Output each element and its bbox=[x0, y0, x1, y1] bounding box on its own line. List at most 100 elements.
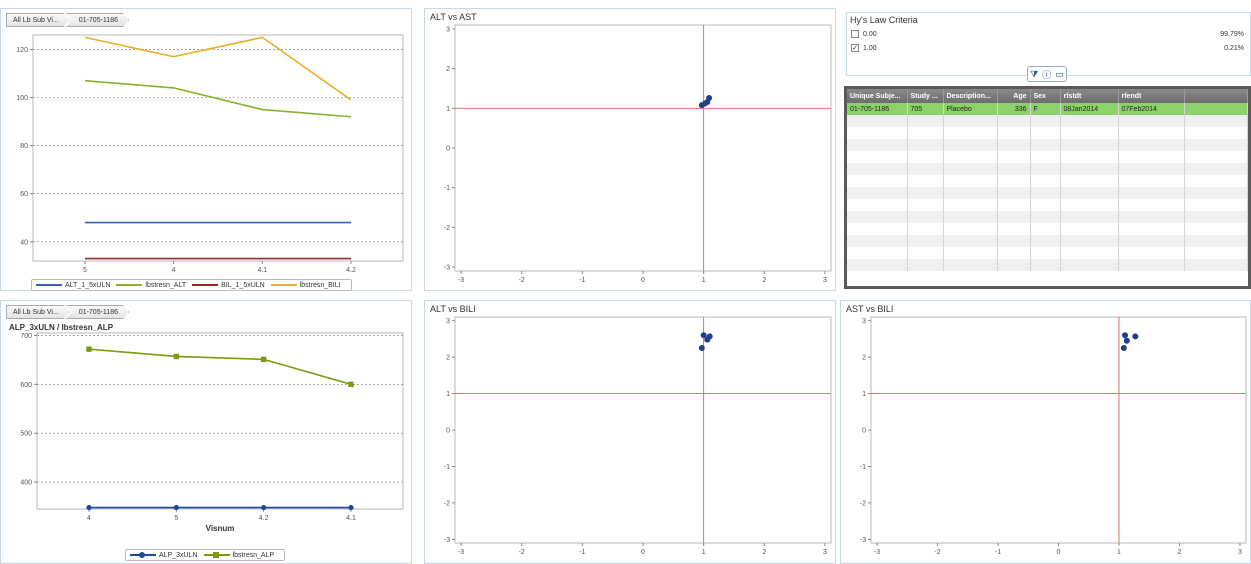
table-row bbox=[847, 235, 1248, 247]
alt-vs-bili-panel: ALT vs BILI -3 -2 -1 0 1 2 3 -3 -2 -1 0 1 2 3 bbox=[424, 300, 836, 564]
table-body: 01-705-1186 705 Placebo 336 F 08Jan2014 07Feb2… bbox=[847, 103, 1248, 271]
subject-table-panel: Unique Subje... Study ... Description... Ag… bbox=[844, 86, 1251, 289]
column-header[interactable]: rfendt bbox=[1118, 89, 1185, 103]
table-row bbox=[847, 151, 1248, 163]
y-tick-label: -3 bbox=[444, 265, 450, 272]
y-tick-label: 700 bbox=[20, 333, 32, 340]
y-tick-label: 3 bbox=[446, 26, 450, 33]
table-cell bbox=[1060, 211, 1119, 223]
x-tick-label: 0 bbox=[641, 549, 645, 556]
table-cell bbox=[943, 163, 998, 175]
table-cell bbox=[997, 151, 1031, 163]
x-tick-label: 4 bbox=[87, 515, 91, 522]
y-tick-label: 3 bbox=[446, 318, 450, 325]
table-cell bbox=[1060, 259, 1119, 271]
table-cell bbox=[943, 187, 998, 199]
table-cell bbox=[847, 151, 908, 163]
table-cell bbox=[1060, 139, 1119, 151]
criteria-row-1[interactable]: ✓ 1.00 0.21% bbox=[851, 43, 1244, 53]
y-tick-label: -2 bbox=[444, 500, 450, 507]
breadcrumb-item-all[interactable]: All Lb Sub Vi... bbox=[6, 13, 70, 27]
plot-frame bbox=[454, 316, 832, 544]
table-cell bbox=[1118, 223, 1185, 235]
x-tick-label: 2 bbox=[1178, 549, 1182, 556]
table-cell bbox=[1118, 199, 1185, 211]
column-header[interactable]: Age bbox=[997, 89, 1031, 103]
plot-frame bbox=[870, 316, 1247, 544]
table-cell bbox=[1184, 127, 1248, 139]
y-tick-label: -2 bbox=[444, 225, 450, 232]
table-cell bbox=[1030, 163, 1061, 175]
table-cell bbox=[1030, 139, 1061, 151]
breadcrumb-item-all-bottom[interactable]: All Lb Sub Vi... bbox=[6, 305, 70, 319]
table-cell bbox=[1184, 223, 1248, 235]
table-row bbox=[847, 139, 1248, 151]
info-icon[interactable]: ⓘ bbox=[1042, 69, 1052, 80]
y-tick-label: 1 bbox=[446, 106, 450, 113]
x-tick-label: 3 bbox=[823, 277, 827, 284]
column-header[interactable] bbox=[1184, 89, 1248, 103]
ast-vs-bili-scatter: -3 -2 -1 0 1 2 3 -3 -2 -1 0 1 2 3 bbox=[860, 316, 1247, 556]
table-cell bbox=[1184, 199, 1248, 211]
table-cell bbox=[1184, 259, 1248, 271]
table-cell bbox=[1184, 163, 1248, 175]
x-tick-label: -1 bbox=[995, 549, 1001, 556]
legend-swatch bbox=[192, 284, 219, 286]
data-point bbox=[261, 504, 267, 511]
table-cell bbox=[1184, 247, 1248, 259]
table-cell bbox=[997, 223, 1031, 235]
table-row bbox=[847, 163, 1248, 175]
column-header[interactable]: Unique Subje... bbox=[847, 89, 908, 103]
data-point bbox=[348, 381, 354, 388]
legend-label: ALT_1_5xULN bbox=[65, 281, 111, 289]
table-cell bbox=[907, 151, 944, 163]
table-cell bbox=[1060, 235, 1119, 247]
table-cell bbox=[1184, 151, 1248, 163]
column-header[interactable]: Study ... bbox=[907, 89, 944, 103]
breadcrumb-bottom: All Lb Sub Vi... 01-705-1186 bbox=[6, 305, 125, 319]
legend-swatch bbox=[116, 284, 143, 286]
table-cell bbox=[943, 127, 998, 139]
x-tick-label: 4.1 bbox=[257, 267, 267, 274]
criteria-checkbox-1[interactable]: ✓ bbox=[851, 44, 859, 52]
table-cell bbox=[1060, 247, 1119, 259]
top-line-chart: 40 60 80 100 120 5 4 4.1 4.2 bbox=[16, 34, 404, 274]
table-cell bbox=[1060, 115, 1119, 127]
breadcrumb-item-subject-bottom[interactable]: 01-705-1186 bbox=[66, 305, 129, 319]
table-cell bbox=[1030, 187, 1061, 199]
series-line bbox=[84, 36, 352, 101]
criteria-row-0[interactable]: 0.00 99.79% bbox=[851, 29, 1244, 39]
table-cell bbox=[907, 163, 944, 175]
breadcrumb-item-subject[interactable]: 01-705-1186 bbox=[66, 13, 129, 27]
alt-vs-bili-title: ALT vs BILI bbox=[430, 304, 476, 314]
table-cell bbox=[847, 127, 908, 139]
x-tick-label: 2 bbox=[762, 549, 766, 556]
table-cell bbox=[997, 187, 1031, 199]
scatter-point bbox=[706, 333, 713, 340]
column-header[interactable]: rfstdt bbox=[1060, 89, 1119, 103]
maximize-icon[interactable]: ▭ bbox=[1055, 68, 1064, 79]
column-header[interactable]: Sex bbox=[1030, 89, 1061, 103]
x-tick-label: 5 bbox=[174, 515, 178, 522]
table-cell bbox=[1184, 235, 1248, 247]
column-header[interactable]: Description... bbox=[943, 89, 998, 103]
table-cell bbox=[943, 259, 998, 271]
criteria-label-1: 1.00 bbox=[863, 44, 877, 52]
table-cell bbox=[847, 187, 908, 199]
table-cell bbox=[943, 139, 998, 151]
legend-swatch bbox=[270, 284, 297, 286]
y-tick-label: 2 bbox=[446, 355, 450, 362]
table-row bbox=[847, 127, 1248, 139]
table-cell bbox=[907, 175, 944, 187]
table-cell bbox=[943, 223, 998, 235]
filter-icon[interactable]: ⧩ bbox=[1030, 68, 1039, 79]
table-cell bbox=[1118, 163, 1185, 175]
data-point bbox=[173, 353, 180, 360]
x-tick-label: 0 bbox=[1057, 549, 1061, 556]
table-row[interactable]: 01-705-1186 705 Placebo 336 F 08Jan2014 07Feb2… bbox=[847, 103, 1248, 115]
criteria-checkbox-0[interactable] bbox=[851, 30, 859, 38]
table-cell: 336 bbox=[997, 103, 1031, 115]
table-cell bbox=[907, 139, 944, 151]
legend-item: ALT_1_5xULN bbox=[36, 282, 110, 289]
x-tick-label: -2 bbox=[519, 277, 525, 284]
